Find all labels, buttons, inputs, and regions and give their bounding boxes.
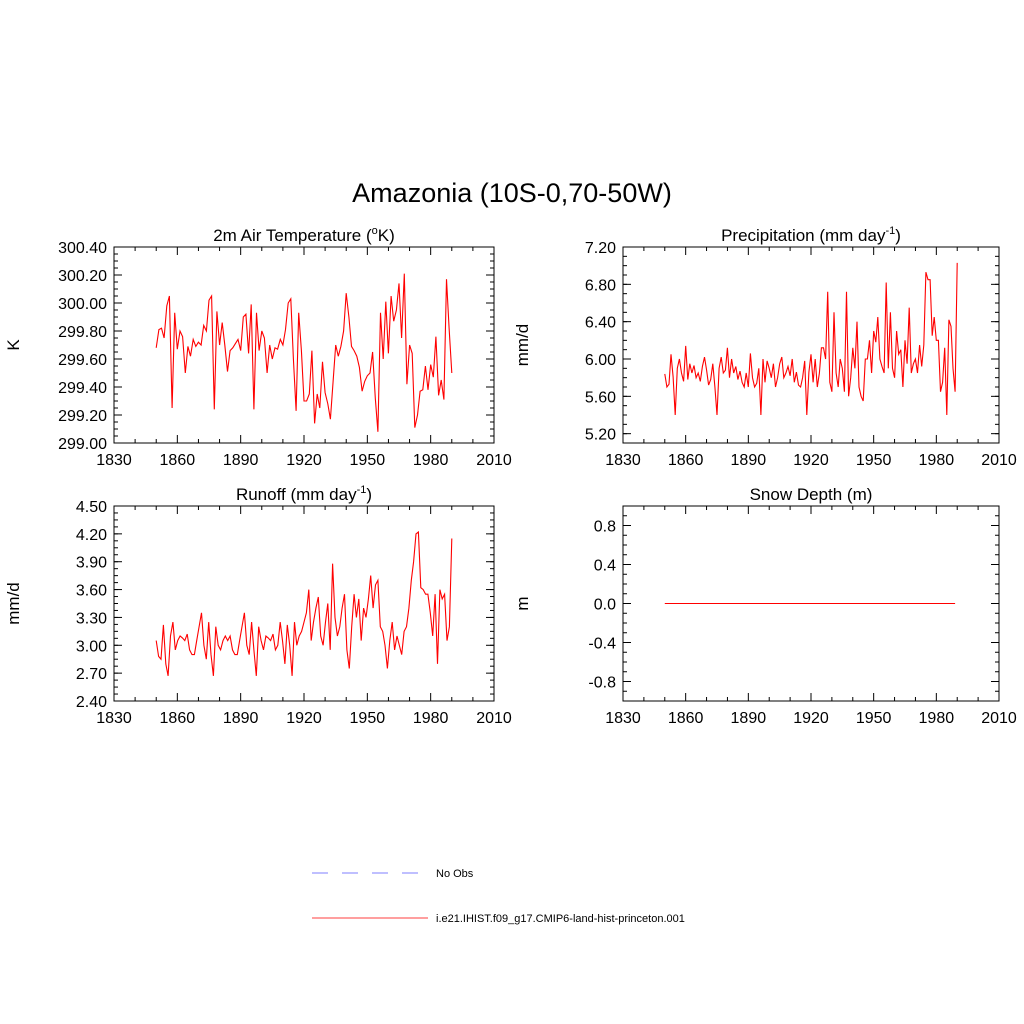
x-tick-label: 1920 bbox=[286, 452, 322, 469]
x-tick-label: 1920 bbox=[286, 710, 322, 727]
panel-title-sup: -1 bbox=[885, 225, 895, 237]
panel-title-text: 2m Air Temperature ( bbox=[213, 226, 372, 245]
y-tick-label: 6.80 bbox=[585, 277, 616, 294]
x-tick-label: 1890 bbox=[731, 452, 767, 469]
x-tick-label: 2010 bbox=[476, 452, 512, 469]
y-tick-label: 3.00 bbox=[76, 638, 107, 655]
y-axis-label: m bbox=[513, 596, 532, 610]
y-tick-label: 3.30 bbox=[76, 610, 107, 627]
y-tick-label: -0.8 bbox=[588, 675, 616, 692]
chart-panel-1: 2m Air Temperature (oK) K 1830 1860 1890 1920… bbox=[4, 225, 512, 469]
legend-label-1: No Obs bbox=[436, 868, 474, 880]
y-tick-label: 299.00 bbox=[58, 436, 107, 453]
panel-title-sup: -1 bbox=[357, 484, 367, 496]
y-tick-label: 6.00 bbox=[585, 352, 616, 369]
x-tick-label: 1920 bbox=[793, 452, 829, 469]
x-tick-label: 2010 bbox=[981, 710, 1017, 727]
x-tick-label: 1860 bbox=[160, 452, 196, 469]
y-tick-label: 0.0 bbox=[594, 597, 616, 614]
chart-panel-4: Snow Depth (m) m 1830 1860 1890 1920 1950 1980 2… bbox=[513, 485, 1017, 727]
chart-panel-3: Runoff (mm day-1) mm/d 1830 1860 1890 1920 195… bbox=[4, 484, 512, 727]
x-tick-label: 1980 bbox=[919, 452, 955, 469]
panel-title-tail: ) bbox=[366, 485, 372, 504]
y-tick-label: 3.90 bbox=[76, 555, 107, 572]
plot-frame bbox=[113, 505, 495, 702]
x-tick-label: 1860 bbox=[160, 710, 196, 727]
x-tick-label: 1950 bbox=[856, 452, 892, 469]
y-tick-label: 5.60 bbox=[585, 389, 616, 406]
legend-label-2: i.e21.IHIST.f09_g17.CMIP6-land-hist-prin… bbox=[436, 913, 685, 925]
y-tick-label: 4.50 bbox=[76, 499, 107, 516]
x-tick-label: 1890 bbox=[223, 452, 259, 469]
y-tick-label: -0.4 bbox=[588, 636, 616, 653]
x-tick-label: 1920 bbox=[793, 710, 829, 727]
figure-title: Amazonia (10S-0,70-50W) bbox=[352, 178, 672, 208]
y-tick-label: 0.4 bbox=[594, 558, 616, 575]
y-tick-label: 3.60 bbox=[76, 583, 107, 600]
y-tick-label: 5.20 bbox=[585, 427, 616, 444]
plot-frame bbox=[622, 246, 1000, 444]
panel-title-text: Precipitation (mm day bbox=[721, 226, 886, 245]
x-tick-label: 1830 bbox=[605, 452, 641, 469]
y-tick-label: 0.8 bbox=[594, 519, 616, 536]
x-tick-label: 1980 bbox=[413, 452, 449, 469]
panel-title: Snow Depth (m) bbox=[750, 485, 873, 504]
y-tick-label: 300.20 bbox=[58, 268, 107, 285]
x-tick-label: 1860 bbox=[668, 452, 704, 469]
y-tick-label: 299.60 bbox=[58, 352, 107, 369]
x-tick-label: 1980 bbox=[413, 710, 449, 727]
y-axis-label: K bbox=[4, 339, 23, 351]
x-tick-label: 1950 bbox=[350, 452, 386, 469]
panel-title-sup: o bbox=[372, 225, 378, 237]
x-tick-label: 1830 bbox=[605, 710, 641, 727]
y-axis-label: mm/d bbox=[4, 582, 23, 625]
y-tick-label: 300.00 bbox=[58, 296, 107, 313]
y-tick-label: 6.40 bbox=[585, 315, 616, 332]
panel-title-text: Runoff (mm day bbox=[236, 485, 357, 504]
x-tick-label: 1830 bbox=[96, 710, 132, 727]
x-tick-label: 1980 bbox=[919, 710, 955, 727]
x-tick-label: 1950 bbox=[856, 710, 892, 727]
panel-title-tail: K) bbox=[378, 226, 395, 245]
y-tick-label: 2.70 bbox=[76, 666, 107, 683]
panel-title-tail: ) bbox=[895, 226, 901, 245]
panel-title: Precipitation (mm day-1) bbox=[721, 225, 901, 245]
x-tick-label: 1860 bbox=[668, 710, 704, 727]
x-tick-label: 1950 bbox=[350, 710, 386, 727]
x-tick-label: 1890 bbox=[731, 710, 767, 727]
y-tick-label: 7.20 bbox=[585, 240, 616, 257]
panel-title: 2m Air Temperature (oK) bbox=[213, 225, 395, 245]
series-line-1 bbox=[664, 262, 958, 416]
y-tick-label: 299.40 bbox=[58, 380, 107, 397]
x-tick-label: 1830 bbox=[96, 452, 132, 469]
panel-title-text: Snow Depth (m) bbox=[750, 485, 873, 504]
y-tick-label: 299.80 bbox=[58, 324, 107, 341]
y-tick-label: 299.20 bbox=[58, 408, 107, 425]
series-line-1 bbox=[155, 530, 453, 677]
x-tick-label: 2010 bbox=[981, 452, 1017, 469]
series-line-1 bbox=[155, 273, 453, 432]
y-axis-label: mm/d bbox=[513, 324, 532, 367]
x-tick-label: 2010 bbox=[476, 710, 512, 727]
panel-title: Runoff (mm day-1) bbox=[236, 484, 372, 504]
y-tick-label: 4.20 bbox=[76, 527, 107, 544]
x-tick-label: 1890 bbox=[223, 710, 259, 727]
chart-panel-2: Precipitation (mm day-1) mm/d 1830 1860 1890… bbox=[513, 225, 1017, 469]
y-tick-label: 300.40 bbox=[58, 240, 107, 257]
y-tick-label: 2.40 bbox=[76, 694, 107, 711]
legend: No Obs i.e21.IHIST.f09_g17.CMIP6-land-his… bbox=[312, 868, 685, 925]
